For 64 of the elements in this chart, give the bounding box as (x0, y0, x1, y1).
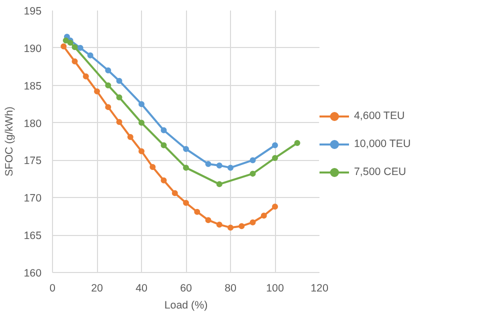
point (62, 37, 69, 44)
y-tick-label: 170 (24, 192, 42, 205)
y-tick-label: 180 (24, 118, 42, 130)
point (216, 222, 222, 228)
point (72, 58, 78, 64)
y-tick-label: 175 (24, 155, 42, 168)
legend-label: 4,600 TEU (354, 110, 405, 122)
point (272, 154, 278, 161)
y-axis-title: SFOC (g/kWh) (4, 106, 16, 176)
point (77, 44, 84, 51)
point (138, 101, 144, 108)
point (138, 120, 144, 126)
x-tick-label: 20 (91, 282, 103, 294)
point (294, 140, 300, 146)
point (205, 160, 212, 167)
y-tick-label: 185 (24, 80, 42, 92)
x-tick-label: 0 (50, 282, 56, 294)
point (116, 78, 122, 84)
point (250, 170, 256, 177)
x-tick-label: 80 (224, 282, 236, 294)
point (183, 146, 189, 152)
point (82, 73, 89, 80)
y-tick-label: 165 (24, 230, 42, 242)
point (183, 200, 189, 206)
point (87, 52, 94, 58)
point (194, 208, 200, 215)
y-tick-label: 160 (24, 268, 42, 280)
point (250, 219, 256, 226)
point (160, 177, 167, 184)
point (67, 40, 74, 46)
x-tick-label: 40 (136, 282, 148, 294)
point (105, 67, 112, 74)
x-tick-label: 120 (310, 282, 328, 294)
point (160, 142, 167, 148)
legend-label: 7,500 CEU (354, 166, 406, 178)
point (228, 224, 234, 231)
point (216, 181, 222, 188)
point (238, 223, 245, 230)
point (94, 88, 100, 94)
point (116, 119, 122, 126)
point (138, 148, 144, 154)
point (160, 127, 167, 134)
point (272, 204, 278, 210)
point (260, 212, 267, 219)
point (183, 164, 189, 171)
point (150, 164, 156, 170)
point (250, 157, 256, 164)
point (60, 43, 67, 50)
point (216, 162, 222, 168)
point (105, 104, 112, 110)
y-tick-label: 190 (24, 42, 42, 55)
x-axis-title: Load (%) (164, 300, 208, 312)
x-tick-label: 100 (266, 282, 284, 294)
legend-label: 10,000 TEU (354, 138, 411, 150)
point (272, 142, 278, 148)
x-tick-label: 60 (180, 282, 192, 294)
point (228, 164, 234, 171)
y-tick-label: 195 (24, 6, 42, 18)
point (172, 190, 178, 196)
point (127, 134, 134, 140)
point (205, 217, 212, 224)
point (116, 94, 122, 100)
point (105, 82, 112, 88)
point (72, 44, 78, 50)
